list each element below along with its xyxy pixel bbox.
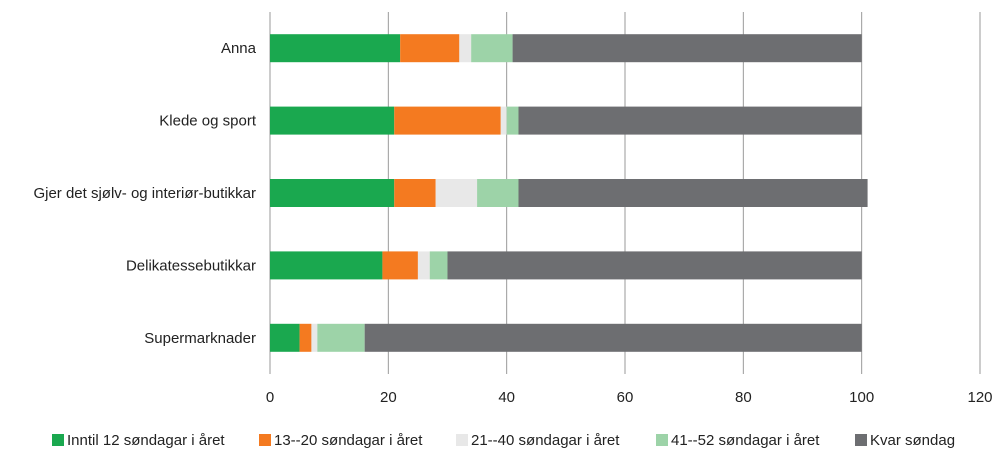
bar-segment bbox=[435, 179, 478, 207]
bar-layer bbox=[270, 34, 868, 352]
legend-label: Inntil 12 søndagar i året bbox=[67, 432, 225, 449]
legend-label: Kvar søndag bbox=[870, 432, 955, 449]
legend-swatch bbox=[656, 434, 668, 446]
x-tick-label: 120 bbox=[967, 389, 992, 406]
x-tick-label: 80 bbox=[735, 389, 752, 406]
legend-swatch bbox=[855, 434, 867, 446]
bar-segment bbox=[471, 34, 513, 63]
category-label: Anna bbox=[221, 40, 257, 57]
bar-segment bbox=[270, 251, 383, 280]
legend-item: Inntil 12 søndagar i året bbox=[52, 432, 225, 449]
legend-swatch bbox=[259, 434, 271, 446]
x-tick-label: 40 bbox=[498, 389, 515, 406]
bar-segment bbox=[364, 323, 862, 352]
x-tick-label: 0 bbox=[266, 389, 274, 406]
legend-label: 21--40 søndagar i året bbox=[471, 432, 620, 449]
legend-item: 13--20 søndagar i året bbox=[259, 432, 423, 449]
category-label: Supermarknader bbox=[144, 330, 256, 347]
legend-label: 41--52 søndagar i året bbox=[671, 432, 820, 449]
bar-segment bbox=[518, 179, 868, 207]
bar-segment bbox=[400, 34, 460, 63]
legend-item: Kvar søndag bbox=[855, 432, 955, 449]
bar-segment bbox=[270, 323, 300, 352]
legend-item: 41--52 søndagar i året bbox=[656, 432, 820, 449]
x-tick-label: 100 bbox=[849, 389, 874, 406]
legend-swatch bbox=[52, 434, 64, 446]
axis-layer: 0 20 40 60 80 100 120 Anna Klede og sport Gjer de… bbox=[33, 40, 992, 406]
bar-segment bbox=[512, 34, 862, 63]
legend-swatch bbox=[456, 434, 468, 446]
bar-segment bbox=[299, 323, 312, 352]
bar-segment bbox=[317, 323, 365, 352]
bar-segment bbox=[394, 106, 501, 135]
category-label: Klede og sport bbox=[159, 113, 257, 130]
bar-segment bbox=[394, 179, 436, 207]
bar-segment bbox=[500, 106, 507, 135]
bar-segment bbox=[429, 251, 448, 280]
legend: Inntil 12 søndagar i året 13--20 søndagar… bbox=[52, 432, 955, 449]
category-label: Gjer det sjølv- og interiør-butikkar bbox=[33, 185, 256, 202]
bar-segment bbox=[382, 251, 418, 280]
bar-segment bbox=[459, 34, 472, 63]
bar-segment bbox=[477, 179, 519, 207]
x-tick-label: 20 bbox=[380, 389, 397, 406]
legend-item: 21--40 søndagar i året bbox=[456, 432, 620, 449]
bar-segment bbox=[270, 106, 395, 135]
bar-segment bbox=[270, 34, 401, 63]
bar-segment bbox=[417, 251, 430, 280]
legend-label: 13--20 søndagar i året bbox=[274, 432, 423, 449]
bar-segment bbox=[311, 323, 318, 352]
bar-segment bbox=[506, 106, 519, 135]
bar-segment bbox=[447, 251, 862, 280]
x-tick-label: 60 bbox=[617, 389, 634, 406]
bar-segment bbox=[270, 179, 395, 207]
bar-segment bbox=[518, 106, 862, 135]
category-label: Delikatessebutikkar bbox=[126, 257, 256, 274]
